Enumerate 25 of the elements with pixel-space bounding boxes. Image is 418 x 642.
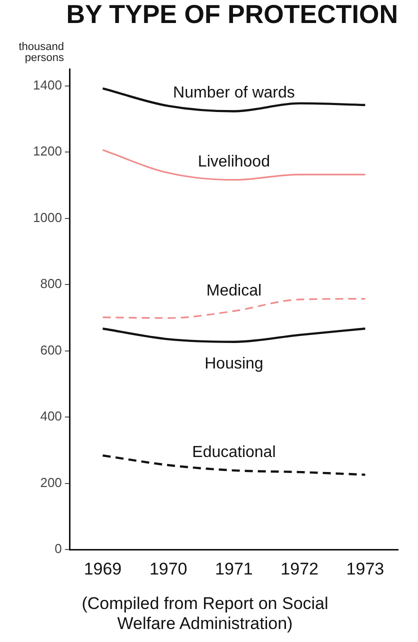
x-tick-label: 1970 bbox=[149, 559, 188, 578]
y-tick-label: 200 bbox=[40, 474, 62, 490]
line-series bbox=[102, 328, 366, 343]
y-tick-label: 400 bbox=[40, 408, 62, 424]
text: (Compiled from Report on Social Welfare Administration) bbox=[80, 594, 330, 634]
y-tick-label: 0 bbox=[54, 541, 62, 556]
y-tick-label: 800 bbox=[40, 276, 62, 292]
y-tick-label: 1400 bbox=[33, 77, 62, 92]
y-axis-title: thousand persons bbox=[18, 41, 64, 64]
y-tick-label: 1000 bbox=[33, 210, 62, 225]
line-series bbox=[102, 87, 366, 112]
series-label: Livelihood bbox=[198, 153, 270, 170]
chart-title: BY TYPE OF PROTECTION bbox=[66, 0, 398, 29]
x-tick-label: 1969 bbox=[84, 559, 122, 578]
x-tick-label: 1972 bbox=[280, 559, 318, 578]
line-series bbox=[102, 149, 366, 181]
y-tick-label: 600 bbox=[40, 342, 62, 358]
series-label: Housing bbox=[204, 355, 264, 372]
series-label: Number of wards bbox=[173, 84, 295, 102]
x-tick-label: 1973 bbox=[346, 559, 384, 578]
y-tick-label: 1200 bbox=[33, 144, 62, 159]
line-series bbox=[102, 298, 366, 319]
x-tick-label: 1971 bbox=[215, 559, 253, 578]
series-label: Medical bbox=[206, 282, 262, 300]
series-label: Educational bbox=[192, 444, 276, 461]
